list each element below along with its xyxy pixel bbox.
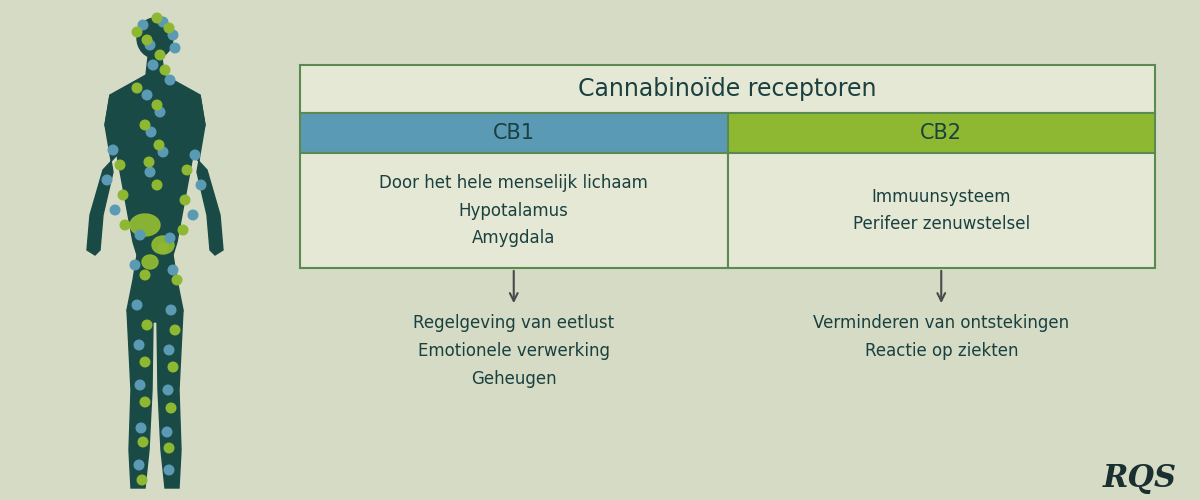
Circle shape: [162, 427, 172, 437]
Circle shape: [130, 260, 140, 270]
Circle shape: [140, 120, 150, 130]
Circle shape: [158, 243, 168, 253]
Circle shape: [145, 40, 155, 50]
Circle shape: [197, 180, 206, 190]
FancyBboxPatch shape: [300, 153, 727, 268]
Circle shape: [134, 460, 144, 470]
Circle shape: [154, 140, 163, 150]
Circle shape: [152, 13, 162, 23]
Polygon shape: [88, 95, 118, 255]
Circle shape: [163, 385, 173, 395]
Polygon shape: [127, 255, 182, 325]
Polygon shape: [193, 95, 223, 255]
Text: Cannabinoïde receptoren: Cannabinoïde receptoren: [578, 77, 877, 101]
Polygon shape: [106, 75, 205, 255]
Text: Door het hele menselijk lichaam
Hypotalamus
Amygdala: Door het hele menselijk lichaam Hypotala…: [379, 174, 648, 248]
Circle shape: [152, 180, 162, 190]
Text: Immuunsysteem
Perifeer zenuwstelsel: Immuunsysteem Perifeer zenuwstelsel: [853, 188, 1030, 234]
FancyBboxPatch shape: [727, 153, 1154, 268]
Circle shape: [152, 100, 162, 110]
Circle shape: [168, 30, 178, 40]
Circle shape: [166, 403, 176, 413]
Polygon shape: [146, 57, 164, 75]
Circle shape: [166, 305, 176, 315]
Circle shape: [138, 20, 148, 30]
Ellipse shape: [137, 18, 173, 58]
Circle shape: [137, 423, 146, 433]
Circle shape: [140, 270, 150, 280]
Text: RQS: RQS: [1103, 462, 1177, 494]
Circle shape: [164, 465, 174, 475]
Circle shape: [191, 150, 200, 160]
Text: Verminderen van ontstekingen
Reactie op ziekten: Verminderen van ontstekingen Reactie op …: [814, 314, 1069, 360]
Circle shape: [132, 300, 142, 310]
Circle shape: [146, 127, 156, 137]
Text: CB1: CB1: [493, 123, 535, 143]
FancyBboxPatch shape: [300, 113, 727, 153]
Circle shape: [102, 175, 112, 185]
Circle shape: [120, 220, 130, 230]
Circle shape: [136, 380, 145, 390]
Circle shape: [108, 145, 118, 155]
Circle shape: [138, 437, 148, 447]
Circle shape: [166, 75, 175, 85]
Circle shape: [149, 60, 158, 70]
Circle shape: [180, 195, 190, 205]
Ellipse shape: [152, 236, 174, 254]
Circle shape: [164, 443, 174, 453]
Circle shape: [142, 320, 152, 330]
Circle shape: [142, 90, 152, 100]
Circle shape: [142, 35, 152, 45]
Circle shape: [168, 362, 178, 372]
FancyBboxPatch shape: [300, 65, 1154, 113]
Circle shape: [164, 345, 174, 355]
Circle shape: [110, 205, 120, 215]
Circle shape: [158, 147, 168, 157]
FancyBboxPatch shape: [727, 113, 1154, 153]
Circle shape: [158, 17, 168, 27]
Polygon shape: [127, 310, 154, 488]
Circle shape: [155, 50, 164, 60]
Circle shape: [118, 190, 128, 200]
Circle shape: [170, 325, 180, 335]
Text: Regelgeving van eetlust
Emotionele verwerking
Geheugen: Regelgeving van eetlust Emotionele verwe…: [413, 314, 614, 388]
Circle shape: [166, 233, 175, 243]
Circle shape: [140, 357, 150, 367]
Circle shape: [132, 27, 142, 37]
Ellipse shape: [142, 255, 158, 269]
Circle shape: [132, 83, 142, 93]
Circle shape: [155, 107, 164, 117]
Text: CB2: CB2: [920, 123, 962, 143]
Circle shape: [161, 65, 170, 75]
Circle shape: [137, 475, 146, 485]
Polygon shape: [157, 310, 182, 488]
Circle shape: [115, 160, 125, 170]
Circle shape: [182, 165, 192, 175]
Circle shape: [173, 275, 182, 285]
Circle shape: [140, 397, 150, 407]
Ellipse shape: [130, 214, 160, 236]
Circle shape: [168, 265, 178, 275]
Circle shape: [134, 340, 144, 350]
Circle shape: [144, 157, 154, 167]
Circle shape: [145, 167, 155, 177]
Circle shape: [170, 43, 180, 53]
Circle shape: [164, 23, 174, 33]
Circle shape: [188, 210, 198, 220]
Circle shape: [178, 225, 188, 235]
Circle shape: [136, 230, 145, 240]
